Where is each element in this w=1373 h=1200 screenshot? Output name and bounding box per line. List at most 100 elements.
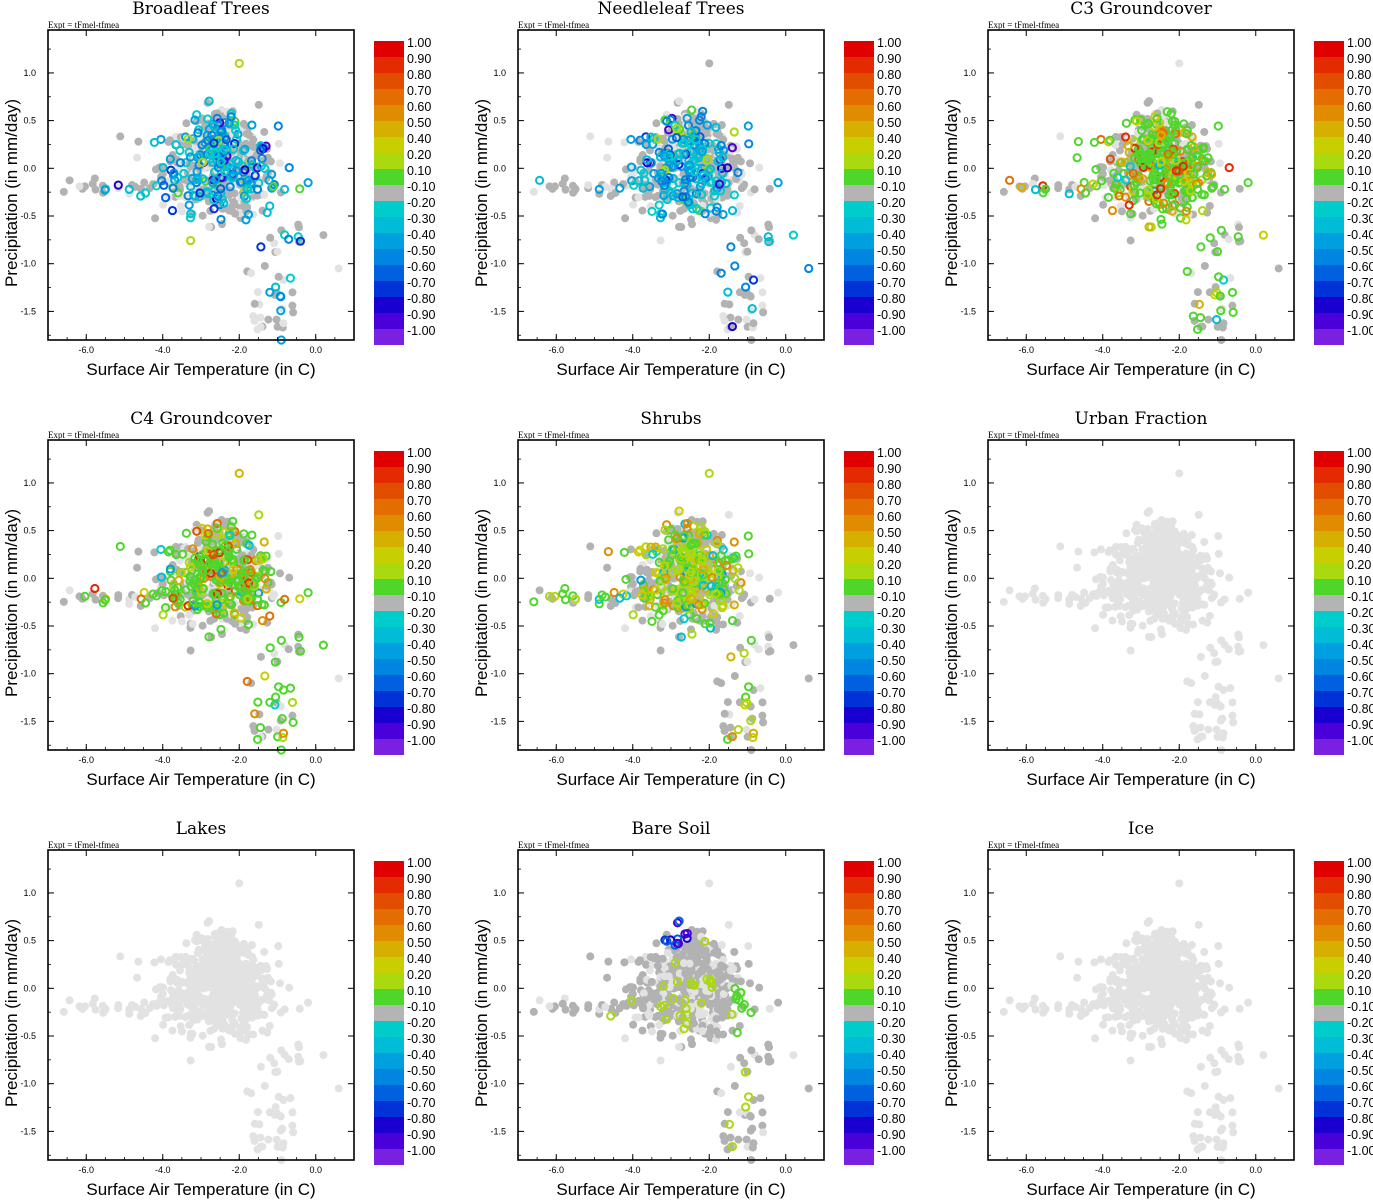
scatter-point [1124,584,1133,593]
y-tick-label: 0.0 [23,163,36,173]
y-axis-label: Precipitation (in mm/day) [2,99,21,287]
colorbar-label: -0.10 [877,180,906,194]
scatter-point [1091,214,1100,223]
scatter-point-colored [1196,242,1206,252]
colorbar-label: 0.40 [407,542,431,556]
chart-title: Needleleaf Trees [597,0,744,19]
scatter-point [1212,725,1221,734]
colorbar-label: -0.90 [407,308,436,322]
colorbar-label: 1.00 [407,446,431,460]
scatter-point [1187,551,1196,560]
y-tick-label: -1.0 [490,669,506,679]
colorbar-swatch [374,73,404,89]
y-axis-label: Precipitation (in mm/day) [472,509,491,697]
scatter-point [1217,636,1226,645]
scatter-point [275,569,284,578]
y-tick-label: 1.0 [963,478,976,488]
colorbar-label: -1.00 [877,734,906,748]
colorbar-swatch [844,547,874,563]
scatter-point [687,220,696,229]
scatter-point-colored [247,530,257,540]
scatter-point [714,620,723,629]
scatter-point [134,137,143,146]
scatter-point-colored [704,468,714,478]
y-tick-label: 0.5 [963,526,976,536]
colorbar-label: -0.70 [407,276,436,290]
scatter-point-colored [1089,137,1099,148]
scatter-point-colored [240,165,250,175]
colorbar-label: -1.00 [407,324,436,338]
colorbar-label: -0.70 [407,686,436,700]
scatter-point [1224,235,1233,244]
scatter-point [774,588,783,597]
scatter-point [151,165,160,174]
scatter-point [151,214,160,223]
scatter-point [584,591,593,600]
scatter-point-colored [173,188,183,198]
scatter-point [668,621,677,630]
scatter-point [256,322,265,331]
scatter-point [1073,563,1082,572]
scatter-point [634,193,643,202]
colorbar-label: -0.90 [877,308,906,322]
x-axis-label: Surface Air Temperature (in C) [556,770,785,789]
scatter-point-colored [254,510,264,520]
scatter-point-colored [204,96,214,106]
scatter-point-colored [729,537,739,547]
scatter-point [758,288,767,297]
scatter-point [629,200,638,209]
scatter-point [260,261,269,270]
scatter-point [185,611,194,620]
scatter-point-colored [1224,163,1234,173]
colorbar-label: 0.80 [407,478,431,492]
scatter-point-colored [279,184,290,194]
scatter-point [1091,575,1100,584]
scatter-point [186,646,195,655]
scatter-point [140,178,149,187]
colorbar-swatch [374,297,404,313]
colorbar-swatch [844,611,874,627]
colorbar-swatch [844,281,874,297]
scatter-point [1228,711,1237,720]
x-tick-label: -4.0 [155,345,171,355]
scatter-point [1109,594,1118,603]
x-tick-label: 0.0 [1249,755,1262,765]
scatter-point [736,157,745,166]
colorbar-swatch [844,137,874,153]
scatter-point [1071,592,1080,601]
scatter-point [1156,594,1165,603]
scatter-point [334,264,343,273]
scatter-point [1214,682,1223,691]
scatter-point [620,138,629,147]
scatter-points [59,468,343,755]
colorbar-label: -1.00 [407,734,436,748]
scatter-point [1168,617,1177,626]
colorbar-swatch [1314,121,1344,137]
scatter-point-colored [243,209,254,220]
colorbar-swatch [374,89,404,105]
x-tick-label: 0.0 [779,345,792,355]
scatter-point-colored [241,194,252,204]
colorbar-label: 0.10 [877,164,901,178]
scatter-point-colored [626,134,636,145]
scatter-point [1005,586,1014,595]
y-tick-label: -1.5 [960,716,976,726]
scatter-point-colored [184,147,194,157]
y-tick-label: -1.0 [20,669,36,679]
scatter-point-colored [183,134,193,144]
colorbar-swatch [844,57,874,73]
scatter-point [1193,595,1202,604]
scatter-point [1153,524,1162,533]
scatter-point-colored [209,121,219,131]
scatter-point [1015,592,1024,601]
colorbar-swatch [374,723,404,739]
scatter-point-colored [212,113,222,123]
scatter-point-colored [202,114,213,124]
scatter-point-colored [197,157,208,167]
colorbar: 1.000.900.800.700.600.500.400.200.10-0.1… [374,36,436,345]
scatter-point-colored [216,157,226,167]
colorbar-label: 0.60 [407,510,431,524]
scatter-point [1196,732,1205,741]
scatter-point [1041,595,1050,604]
